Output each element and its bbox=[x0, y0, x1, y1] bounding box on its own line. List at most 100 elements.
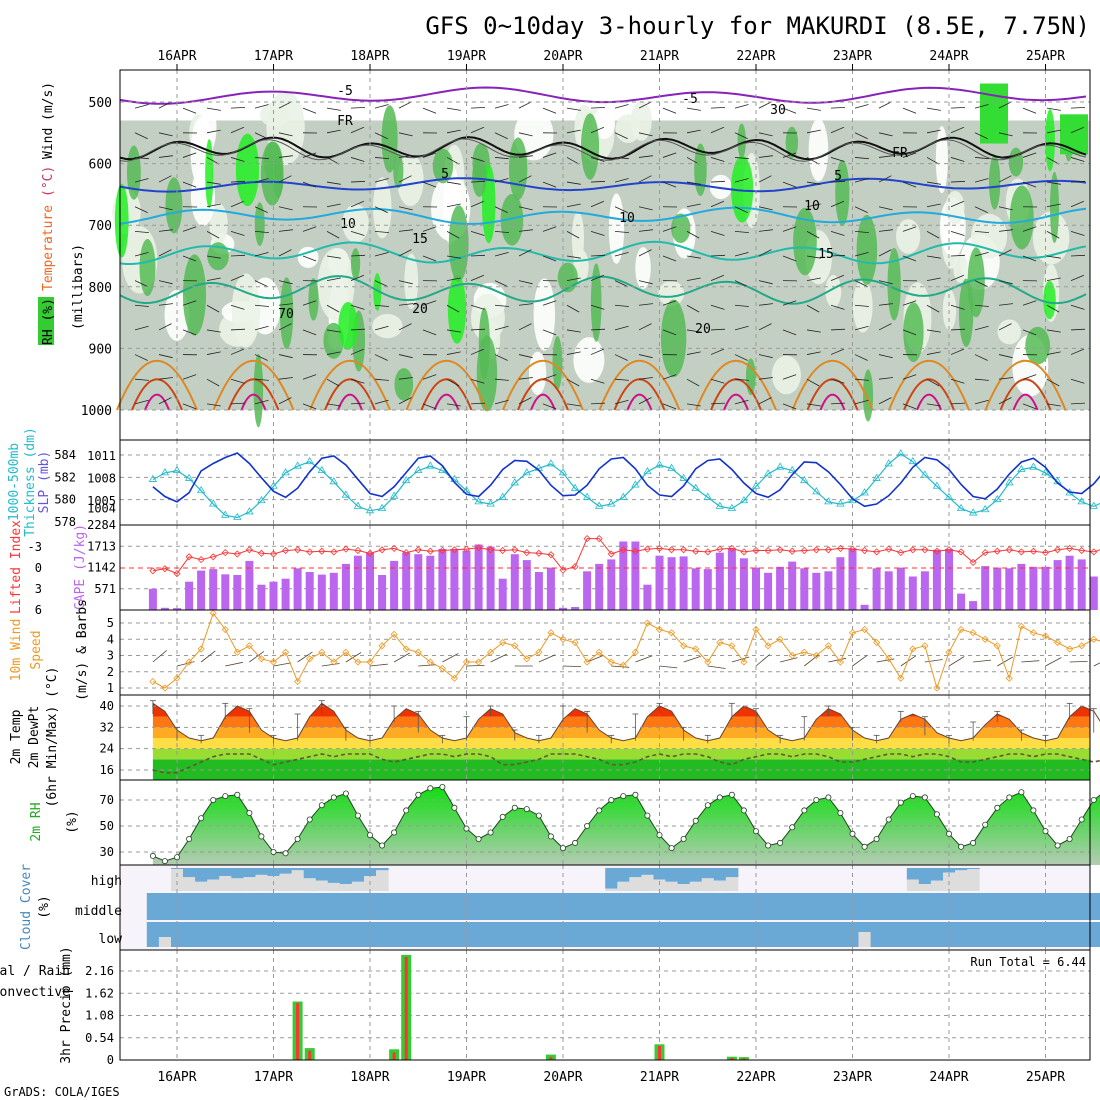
thickness-point bbox=[631, 480, 640, 488]
wind-barb bbox=[710, 254, 726, 257]
rh-moist-patch bbox=[671, 213, 691, 243]
wind-barb bbox=[590, 402, 606, 405]
wind-barb bbox=[806, 231, 820, 239]
wind-barb bbox=[326, 304, 340, 313]
rh-dry-patch bbox=[935, 126, 948, 194]
wind-barb bbox=[542, 226, 557, 232]
bottom-date-label: 20APR bbox=[543, 1070, 582, 1085]
cape-bar bbox=[245, 560, 254, 610]
wind-barb bbox=[230, 157, 245, 162]
cloud-cell bbox=[1063, 893, 1077, 920]
cloud-cell bbox=[906, 922, 920, 947]
wind-barb bbox=[782, 255, 797, 262]
wind-barb bbox=[206, 203, 221, 208]
cape-bar bbox=[185, 581, 194, 610]
wind-barb bbox=[326, 351, 341, 355]
wind-barb bbox=[734, 354, 748, 361]
wind-barb bbox=[542, 374, 557, 380]
wind-barb bbox=[902, 107, 917, 114]
wind-barb bbox=[662, 107, 677, 114]
wind-barb bbox=[854, 206, 868, 213]
rh-moist-patch bbox=[254, 202, 265, 246]
wind-barb bbox=[878, 101, 892, 109]
wind-barb bbox=[442, 653, 459, 663]
cloud-cell bbox=[967, 868, 980, 870]
thickness-point bbox=[510, 478, 519, 486]
rh-moist-patch bbox=[447, 274, 467, 344]
wind-barb bbox=[662, 152, 677, 158]
cloud-cell bbox=[605, 922, 618, 947]
cloud-cell bbox=[991, 922, 1004, 947]
wind-barb bbox=[710, 378, 725, 384]
wind-barb bbox=[566, 329, 581, 333]
wind-barb bbox=[374, 354, 388, 361]
thickness-point bbox=[522, 468, 532, 476]
wind-barb bbox=[830, 254, 846, 257]
rh-dry-patch bbox=[397, 154, 424, 207]
wind-barb bbox=[614, 304, 629, 307]
thickness-point bbox=[208, 499, 218, 507]
top-date-label: 19APR bbox=[447, 49, 486, 64]
cloud-cell bbox=[315, 922, 329, 947]
rh-point bbox=[873, 836, 880, 843]
wind-barb bbox=[302, 329, 317, 336]
wind-barb bbox=[206, 277, 221, 282]
wind-barb bbox=[278, 249, 292, 257]
wind-barb bbox=[686, 403, 701, 407]
rh-point bbox=[415, 791, 422, 798]
wind-barb bbox=[158, 175, 172, 183]
cloud-cell bbox=[882, 922, 896, 947]
lifted-index-point bbox=[643, 545, 652, 553]
wind-barb bbox=[758, 354, 773, 359]
wind-speed-point bbox=[667, 629, 676, 637]
cloud-cell bbox=[701, 868, 715, 879]
isotherm-25 bbox=[405, 360, 488, 411]
isotherm-25 bbox=[984, 360, 1067, 411]
cloud-cell bbox=[737, 922, 751, 947]
wind-tick-label: 3 bbox=[107, 649, 114, 663]
cape-bar bbox=[571, 607, 580, 610]
thickness-point bbox=[184, 473, 194, 481]
wind-barb bbox=[446, 203, 461, 208]
wind-barb bbox=[230, 402, 246, 405]
rh-moist-patch bbox=[205, 139, 214, 208]
wind-barb bbox=[782, 300, 797, 306]
cloud-gap bbox=[291, 870, 305, 891]
cloud-cell bbox=[1015, 922, 1028, 947]
wind-barb bbox=[326, 107, 341, 111]
wind-barb bbox=[1046, 255, 1061, 259]
wind-barb bbox=[902, 403, 917, 410]
cloud-cell bbox=[315, 868, 329, 881]
rh-dry-patch bbox=[571, 211, 584, 266]
precip-tick-label: 2.16 bbox=[85, 964, 114, 978]
wind-barb bbox=[974, 378, 989, 381]
wind-barb bbox=[782, 374, 797, 380]
cape-bar bbox=[715, 552, 724, 610]
wind-tick-label: 5 bbox=[107, 616, 114, 630]
rh-point bbox=[210, 797, 217, 804]
wind-barb bbox=[974, 104, 989, 109]
rh-moist-patch bbox=[863, 369, 874, 422]
bottom-date-axis: 16APR 17APR 18APR 19APR 20APR 21APR 22APR 23APR… bbox=[157, 1070, 1065, 1085]
cloud-gap bbox=[930, 880, 944, 891]
wind-barb bbox=[734, 280, 748, 287]
cloud-gap bbox=[195, 881, 208, 891]
isotherm-25 bbox=[695, 360, 777, 411]
rh-dry-patch bbox=[608, 193, 625, 264]
cloud-cell bbox=[677, 922, 691, 947]
cape-bar bbox=[1053, 560, 1062, 610]
lifted-index-point bbox=[655, 544, 664, 552]
cloud-gap bbox=[677, 884, 691, 891]
temperature-dewpoint-panel: 40 32 24 16 2m Temp 2m DewPt (6hr Min/Max) (°C… bbox=[9, 667, 1100, 807]
wind-barb bbox=[182, 329, 197, 336]
isotherm-25 bbox=[598, 360, 681, 411]
wind-speed-point bbox=[342, 648, 350, 656]
wind-barb bbox=[350, 157, 365, 162]
wind-barb bbox=[206, 403, 221, 407]
wind-barb bbox=[422, 374, 437, 380]
wind-speed-point bbox=[571, 638, 579, 647]
cloud-cell bbox=[412, 922, 425, 947]
cloud-cell bbox=[617, 893, 630, 920]
wind-barb bbox=[134, 132, 148, 140]
lifted-index-point bbox=[716, 545, 724, 553]
